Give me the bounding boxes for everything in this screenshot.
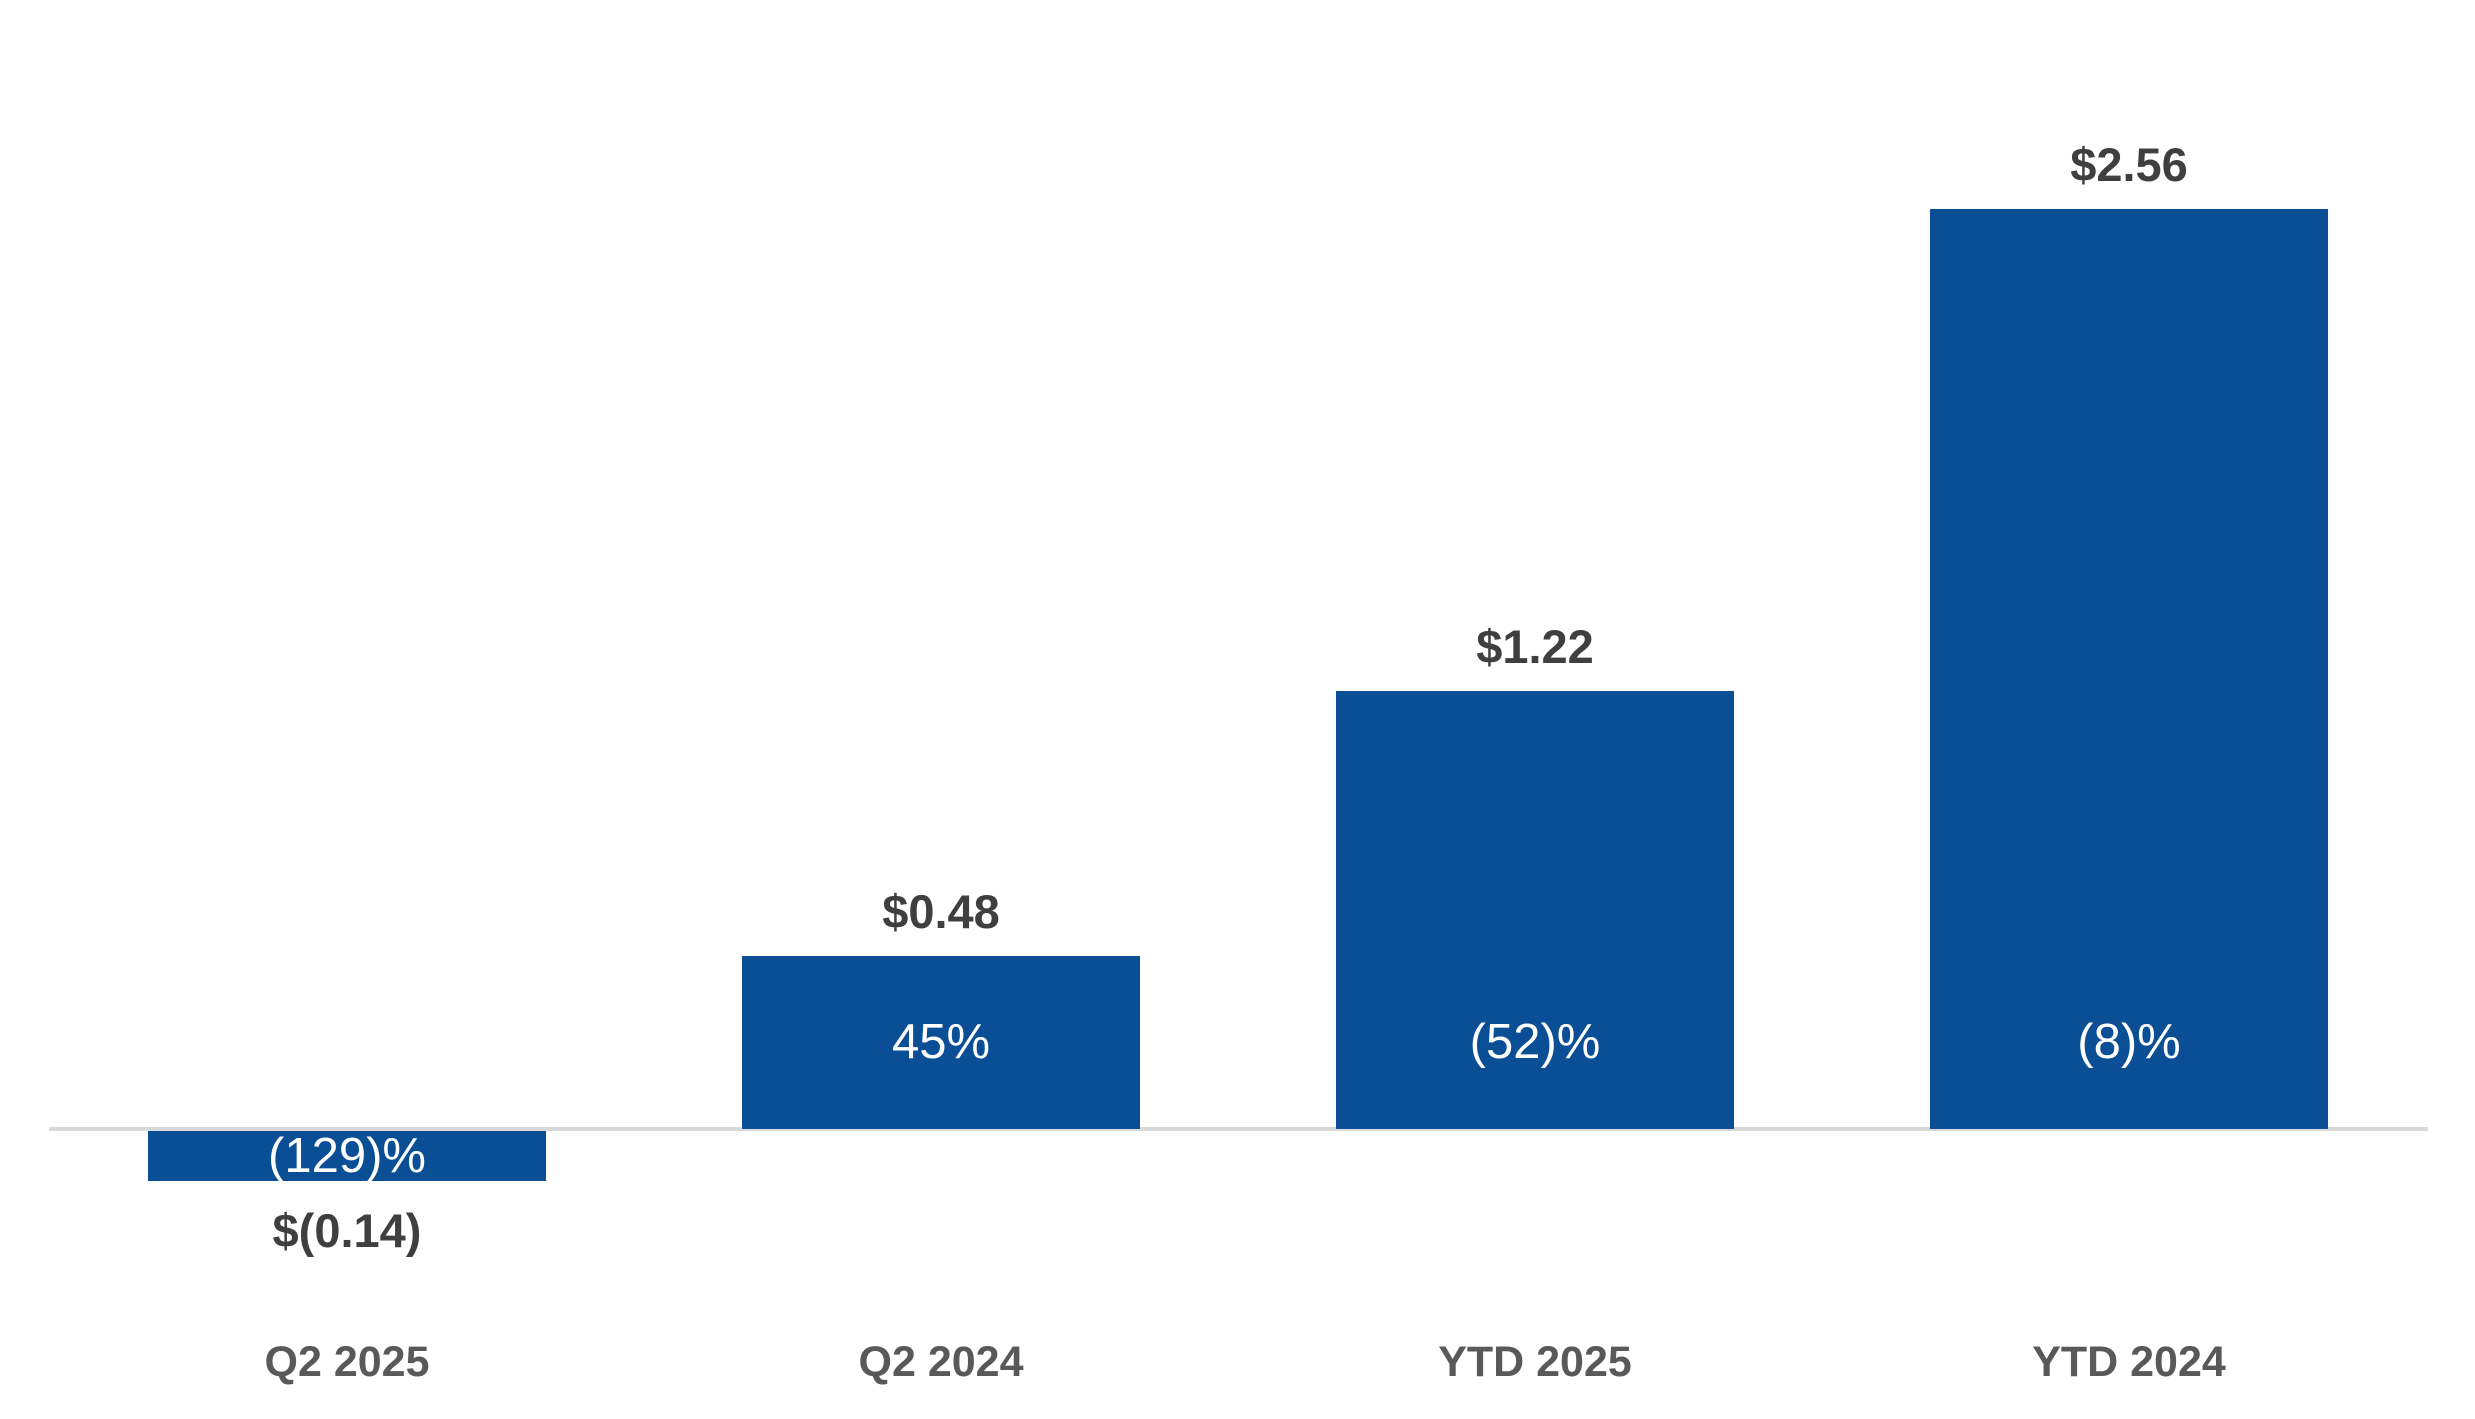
x-axis-baseline — [49, 1127, 2428, 1131]
bar-percent-label: 45% — [891, 1015, 991, 1069]
bar-q2-2024 — [742, 956, 1140, 1129]
bar-value-label: $(0.14) — [272, 1204, 422, 1257]
bar-group-q2-2025: (129)% $(0.14) Q2 2025 — [148, 0, 546, 1419]
x-axis-category-label: Q2 2025 — [264, 1338, 430, 1386]
x-axis-category-label: YTD 2025 — [1438, 1338, 1632, 1386]
bar-percent-label: (129)% — [268, 1129, 426, 1183]
bar-q2-2025 — [148, 1131, 546, 1181]
bar-group-ytd-2025: (52)% $1.22 YTD 2025 — [1336, 0, 1734, 1419]
bar-percent-label: (52)% — [1469, 1015, 1601, 1069]
bar-value-label: $2.56 — [2070, 138, 2188, 191]
bar-ytd-2024 — [1930, 209, 2328, 1129]
bar-group-q2-2024: 45% $0.48 Q2 2024 — [742, 0, 1140, 1419]
bar-value-label: $0.48 — [882, 885, 1000, 938]
x-axis-category-label: Q2 2024 — [858, 1338, 1024, 1386]
x-axis-category-label: YTD 2024 — [2032, 1338, 2226, 1386]
bar-percent-label: (8)% — [2077, 1015, 2181, 1069]
bar-group-ytd-2024: (8)% $2.56 YTD 2024 — [1930, 0, 2328, 1419]
bar-ytd-2025 — [1336, 691, 1734, 1129]
bar-value-label: $1.22 — [1476, 620, 1594, 673]
